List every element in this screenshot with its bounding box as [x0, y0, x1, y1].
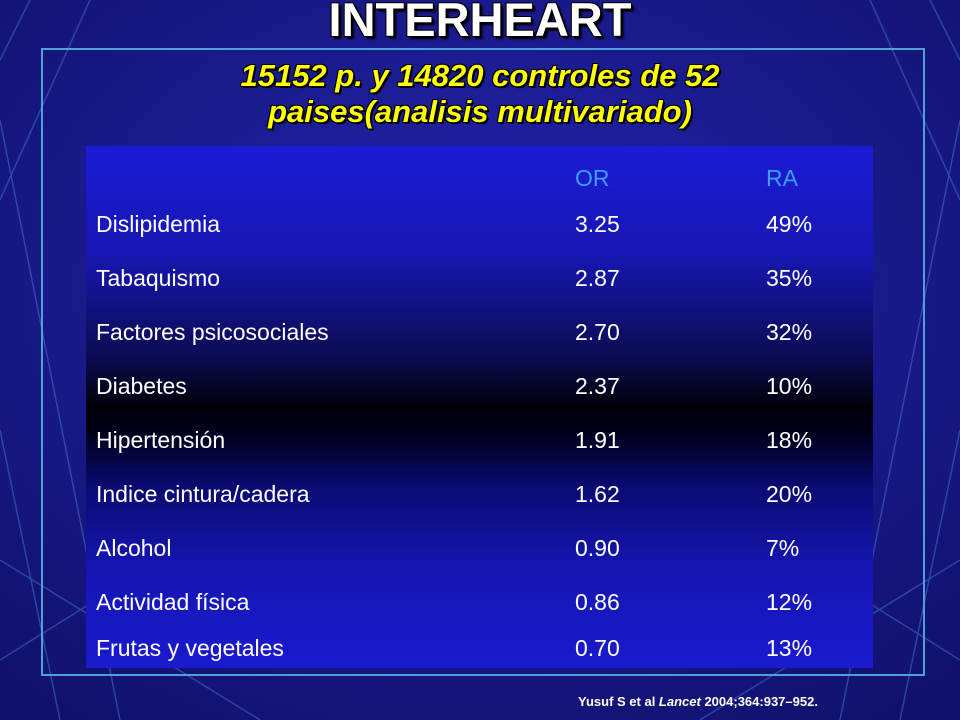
attributable-risk: 7%	[766, 535, 800, 561]
table-row: Frutas y vegetales 0.70 13%	[86, 628, 873, 668]
table-row: Diabetes 2.37 10%	[86, 366, 873, 406]
factor-name: Alcohol	[96, 535, 172, 561]
table-row: Dislipidemia 3.25 49%	[86, 204, 873, 244]
table-header-row: OR RA	[86, 158, 873, 198]
attributable-risk: 13%	[766, 635, 813, 661]
header-or: OR	[575, 165, 610, 191]
factor-name: Diabetes	[96, 373, 187, 399]
factor-name: Dislipidemia	[96, 211, 220, 237]
factor-name: Frutas y vegetales	[96, 635, 284, 661]
attributable-risk: 49%	[766, 211, 813, 237]
odds-ratio: 1.62	[575, 481, 620, 507]
table-row: Alcohol 0.90 7%	[86, 528, 873, 568]
table-row: Indice cintura/cadera 1.62 20%	[86, 474, 873, 514]
factor-name: Indice cintura/cadera	[96, 481, 310, 507]
odds-ratio: 0.86	[575, 589, 620, 615]
factor-name: Tabaquismo	[96, 265, 221, 291]
factor-name: Actividad física	[96, 589, 250, 615]
table-row: Tabaquismo 2.87 35%	[86, 258, 873, 298]
page-subtitle: 15152 p. y 14820 controles de 52 paises(…	[0, 58, 960, 130]
citation: Yusuf S et al Lancet 2004;364:937–952.	[578, 694, 818, 709]
header-ra: RA	[766, 165, 798, 191]
attributable-risk: 18%	[766, 427, 813, 453]
attributable-risk: 35%	[766, 265, 813, 291]
subtitle-line-2: paises(analisis multivariado)	[268, 94, 692, 129]
table-row: Actividad física 0.86 12%	[86, 582, 873, 622]
table-row: Hipertensión 1.91 18%	[86, 420, 873, 460]
attributable-risk: 32%	[766, 319, 813, 345]
subtitle-line-1: 15152 p. y 14820 controles de 52	[240, 58, 720, 93]
odds-ratio: 3.25	[575, 211, 620, 237]
factor-name: Hipertensión	[96, 427, 226, 453]
citation-details: 2004;364:937–952.	[700, 694, 818, 709]
odds-ratio: 1.91	[575, 427, 620, 453]
odds-ratio: 2.87	[575, 265, 620, 291]
factor-name: Factores psicosociales	[96, 319, 329, 345]
odds-ratio: 0.70	[575, 635, 620, 661]
page-title: INTERHEART	[328, 0, 632, 46]
attributable-risk: 10%	[766, 373, 813, 399]
risk-factor-table: OR RA Dislipidemia 3.25 49% Tabaquismo 2…	[86, 146, 873, 668]
odds-ratio: 2.37	[575, 373, 620, 399]
odds-ratio: 2.70	[575, 319, 620, 345]
attributable-risk: 20%	[766, 481, 813, 507]
content-frame	[41, 48, 925, 676]
citation-authors: Yusuf S et al	[578, 694, 659, 709]
citation-journal: Lancet	[658, 694, 701, 709]
table-corner-notch	[80, 146, 86, 202]
odds-ratio: 0.90	[575, 535, 620, 561]
attributable-risk: 12%	[766, 589, 813, 615]
table-row: Factores psicosociales 2.70 32%	[86, 312, 873, 352]
